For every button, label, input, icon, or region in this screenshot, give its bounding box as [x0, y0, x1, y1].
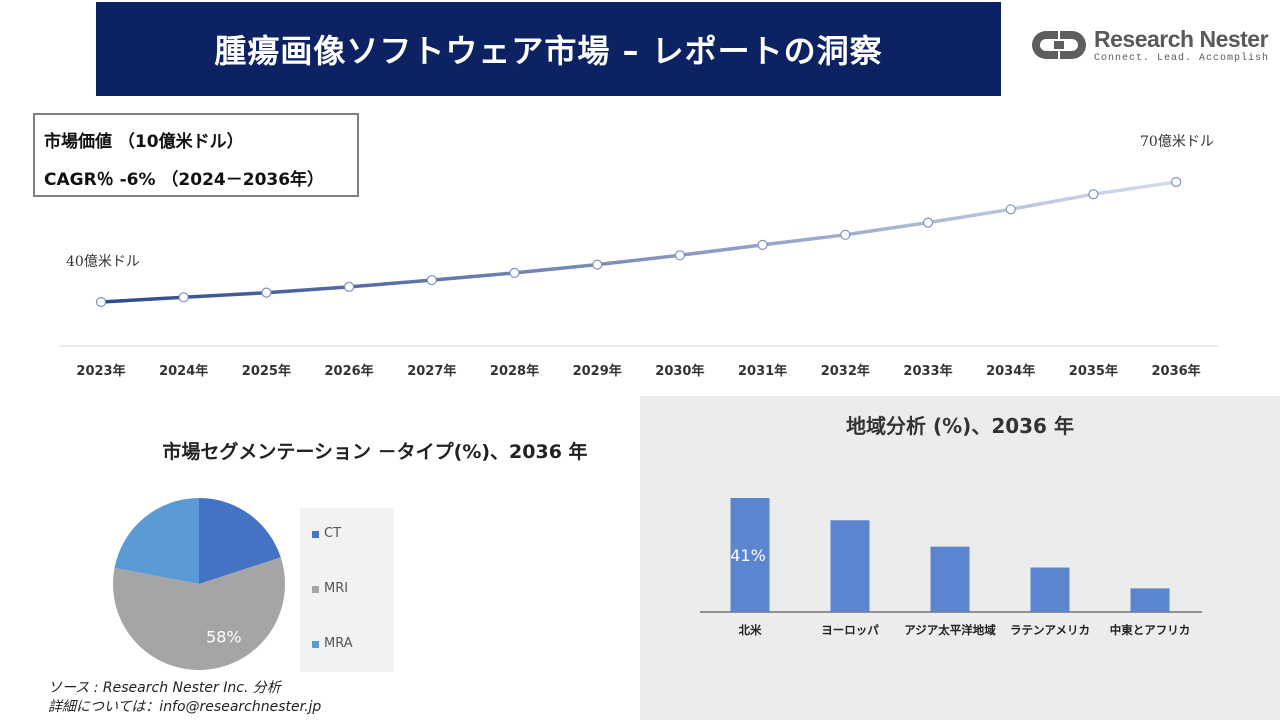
region-label-4: 中東とアフリカ: [1110, 623, 1191, 637]
x-tick-label-9: 2032年: [821, 363, 870, 379]
region-label-1: ヨーロッパ: [821, 623, 879, 637]
market-value-label: 市場価値 （10億米ドル）: [44, 132, 244, 152]
line-point-3: [344, 281, 355, 293]
type-segmentation-pie-chart: 58%: [113, 498, 285, 670]
x-tick-label-6: 2029年: [573, 363, 622, 379]
region-bar-4: [1130, 588, 1170, 612]
legend-label-ct: CT: [324, 526, 342, 541]
legend-item-ct: CT: [312, 526, 342, 541]
legend-swatch-mri: [312, 586, 319, 593]
line-point-2: [261, 287, 272, 298]
pie-slice-ct: [199, 498, 281, 584]
logo-tagline: Connect. Lead. Accomplish: [1094, 53, 1270, 64]
legend-item-mra: MRA: [312, 636, 353, 651]
pie-chart-title: 市場セグメンテーション －タイプ(%)、2036 年: [162, 441, 588, 463]
regional-analysis-panel: 地域分析 (%)、2036 年 北米 41% ヨーロッパ アジア太平洋地域 ラテンアメリ…: [640, 396, 1280, 720]
end-value-label: 70億米ドル: [1140, 134, 1214, 150]
line-point-9: [840, 229, 851, 240]
region-label-2: アジア太平洋地域: [904, 623, 996, 637]
regional-bar-chart: 北米 41% ヨーロッパ アジア太平洋地域 ラテンアメリカ 中東とアフリカ: [700, 498, 1202, 637]
line-point-8: [757, 239, 768, 250]
region-bar-0: [730, 498, 770, 612]
legend-label-mra: MRA: [324, 636, 353, 651]
x-tick-label-4: 2027年: [407, 363, 456, 379]
source-line: ソース : Research Nester Inc. 分析: [48, 680, 281, 696]
pie-legend: CT MRI MRA: [300, 508, 394, 672]
region-data-label-0: 41%: [730, 546, 766, 565]
start-value-label: 40億米ドル: [66, 254, 140, 270]
logo-name: Research Nester: [1094, 26, 1269, 52]
title-banner: 腫瘍画像ソフトウェア市場 – レポートの洞察: [96, 2, 1001, 96]
x-tick-label-2: 2025年: [242, 363, 291, 379]
region-bar-3: [1030, 567, 1070, 612]
x-tick-label-1: 2024年: [159, 363, 208, 379]
x-tick-label-7: 2030年: [655, 363, 704, 379]
legend-swatch-ct: [312, 531, 319, 538]
line-point-13: [1170, 176, 1182, 188]
page-title: 腫瘍画像ソフトウェア市場 – レポートの洞察: [214, 32, 883, 70]
legend-label-mri: MRI: [324, 581, 349, 596]
region-label-0: 北米: [739, 623, 762, 637]
x-tick-label-8: 2031年: [738, 363, 787, 379]
line-point-4: [426, 274, 437, 286]
pie-data-label-1: 58%: [206, 628, 242, 647]
line-point-6: [592, 259, 603, 270]
x-tick-label-12: 2035年: [1069, 363, 1118, 379]
x-tick-label-10: 2033年: [903, 363, 952, 379]
legend-swatch-mra: [312, 641, 319, 648]
line-point-1: [178, 292, 189, 303]
line-point-7: [674, 250, 686, 261]
x-tick-label-13: 2036年: [1152, 363, 1201, 379]
line-point-5: [509, 267, 520, 278]
region-bar-2: [930, 546, 970, 612]
pie-slice-mra: [114, 498, 199, 584]
line-point-12: [1088, 189, 1099, 200]
line-point-10: [922, 217, 934, 228]
line-point-0: [95, 296, 107, 308]
region-bar-1: [830, 520, 870, 612]
kpi-box: 市場価値 （10億米ドル） CAGR％ -6% （2024－2036年）: [33, 113, 359, 197]
x-tick-label-0: 2023年: [76, 363, 125, 379]
line-point-11: [1005, 204, 1016, 215]
legend-item-mri: MRI: [312, 581, 349, 596]
region-label-3: ラテンアメリカ: [1010, 623, 1090, 637]
bar-chart-title: 地域分析 (%)、2036 年: [846, 414, 1074, 438]
x-tick-label-5: 2028年: [490, 363, 539, 379]
contact-line: 詳細については：info@researchnester.jp: [48, 699, 322, 715]
pie-slice-mri: [113, 557, 285, 670]
x-tick-label-11: 2034年: [986, 363, 1035, 379]
x-tick-label-3: 2026年: [325, 363, 374, 379]
logo-mark-icon: [1032, 31, 1086, 59]
research-nester-logo[interactable]: Research Nester Connect. Lead. Accomplis…: [1032, 26, 1272, 70]
cagr-label: CAGR％ -6% （2024－2036年）: [44, 170, 325, 190]
market-value-line-chart: 2023年 2024年 2025年 2026年 2027年 2028年 2029年 2030年…: [60, 176, 1218, 379]
series-line: [100, 180, 1177, 304]
